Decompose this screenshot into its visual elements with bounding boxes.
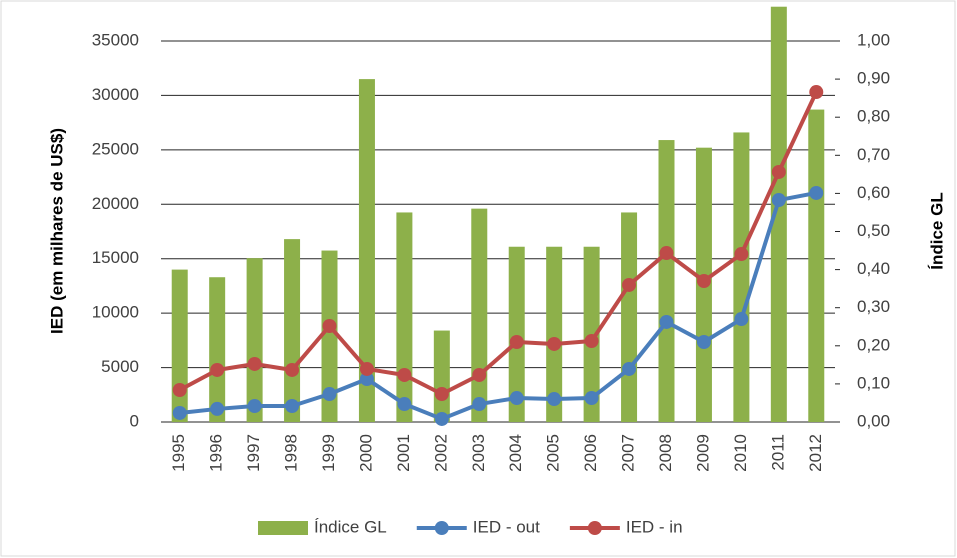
- marker: [210, 401, 225, 416]
- bar: [209, 277, 226, 422]
- x-tick-label: 2007: [619, 434, 638, 472]
- bar: [733, 132, 750, 422]
- y2-tick-label: 0,20: [857, 335, 890, 354]
- marker: [771, 193, 786, 208]
- marker: [247, 356, 262, 371]
- marker: [172, 382, 187, 397]
- marker: [696, 274, 711, 289]
- marker: [397, 397, 412, 412]
- y2-tick-label: 0,70: [857, 145, 890, 164]
- x-tick-label: 2005: [544, 434, 563, 472]
- x-tick-label: 1998: [282, 434, 301, 472]
- marker: [659, 314, 674, 329]
- marker: [322, 318, 337, 333]
- y2-tick-label: 1,00: [857, 30, 890, 49]
- marker: [696, 334, 711, 349]
- x-tick-label: 2009: [693, 434, 712, 472]
- marker: [622, 361, 637, 376]
- y-tick-label: 5000: [101, 357, 139, 376]
- bar: [770, 6, 787, 423]
- marker: [210, 362, 225, 377]
- x-tick-label: 2004: [506, 434, 525, 472]
- y2-tick-label: 0,50: [857, 221, 890, 240]
- bar: [246, 258, 263, 422]
- y-tick-label: 25000: [92, 139, 139, 158]
- x-tick-label: 1995: [169, 434, 188, 472]
- marker: [359, 372, 374, 387]
- marker: [809, 85, 824, 100]
- marker: [434, 411, 449, 426]
- x-tick-label: 2001: [394, 434, 413, 472]
- bar: [284, 239, 301, 422]
- marker: [809, 185, 824, 200]
- bar: [621, 212, 638, 422]
- marker: [547, 392, 562, 407]
- marker: [734, 247, 749, 262]
- x-tick-label: 2000: [356, 434, 375, 472]
- bar: [321, 250, 338, 422]
- x-tick-label: 2012: [806, 434, 825, 472]
- y-tick-label: 35000: [92, 30, 139, 49]
- bar: [658, 140, 675, 422]
- bar: [433, 330, 450, 422]
- legend-label: IED - out: [473, 517, 540, 536]
- marker: [359, 361, 374, 376]
- x-tick-label: 2008: [656, 434, 675, 472]
- marker: [172, 405, 187, 420]
- y2-tick-label: 0,10: [857, 373, 890, 392]
- legend-label: IED - in: [626, 517, 683, 536]
- x-tick-label: 2011: [768, 434, 787, 471]
- x-tick-label: 1996: [207, 434, 226, 472]
- marker: [472, 397, 487, 412]
- y2-tick-label: 0,80: [857, 107, 890, 126]
- marker: [285, 362, 300, 377]
- marker: [771, 164, 786, 179]
- legend-swatch: [258, 521, 308, 535]
- y2-tick-label: 0,00: [857, 411, 890, 430]
- x-tick-label: 1999: [319, 434, 338, 472]
- bar: [171, 269, 188, 422]
- marker: [622, 277, 637, 292]
- marker: [659, 246, 674, 261]
- marker: [472, 367, 487, 382]
- marker: [434, 387, 449, 402]
- y-tick-label: 0: [130, 411, 139, 430]
- bar: [546, 246, 563, 422]
- y-tick-label: 10000: [92, 303, 139, 322]
- y2-tick-label: 0,60: [857, 183, 890, 202]
- y-tick-label: 30000: [92, 85, 139, 104]
- marker: [509, 334, 524, 349]
- bar: [471, 208, 488, 422]
- bar: [508, 246, 525, 422]
- marker: [322, 387, 337, 402]
- y2-axis-title: Índice GL: [927, 192, 946, 269]
- marker: [509, 391, 524, 406]
- marker: [734, 312, 749, 327]
- marker: [584, 334, 599, 349]
- x-tick-label: 2003: [469, 434, 488, 472]
- marker: [247, 398, 262, 413]
- legend-swatch: [587, 521, 602, 535]
- marker: [584, 391, 599, 406]
- x-tick-label: 1997: [244, 434, 263, 472]
- y-axis-title: IED (em milhares de US$): [47, 128, 66, 334]
- marker: [397, 367, 412, 382]
- legend-swatch: [434, 521, 449, 535]
- legend-label: Índice GL: [314, 517, 387, 536]
- marker: [285, 398, 300, 413]
- x-tick-label: 2010: [731, 434, 750, 472]
- y-tick-label: 20000: [92, 194, 139, 213]
- x-tick-label: 2006: [581, 434, 600, 472]
- bar: [808, 109, 825, 422]
- marker: [547, 336, 562, 351]
- y2-tick-label: 0,40: [857, 259, 890, 278]
- bar: [396, 212, 413, 422]
- y2-tick-label: 0,90: [857, 69, 890, 88]
- bar: [358, 79, 375, 422]
- x-tick-label: 2002: [431, 434, 450, 472]
- y-tick-label: 15000: [92, 248, 139, 267]
- y2-tick-label: 0,30: [857, 297, 890, 316]
